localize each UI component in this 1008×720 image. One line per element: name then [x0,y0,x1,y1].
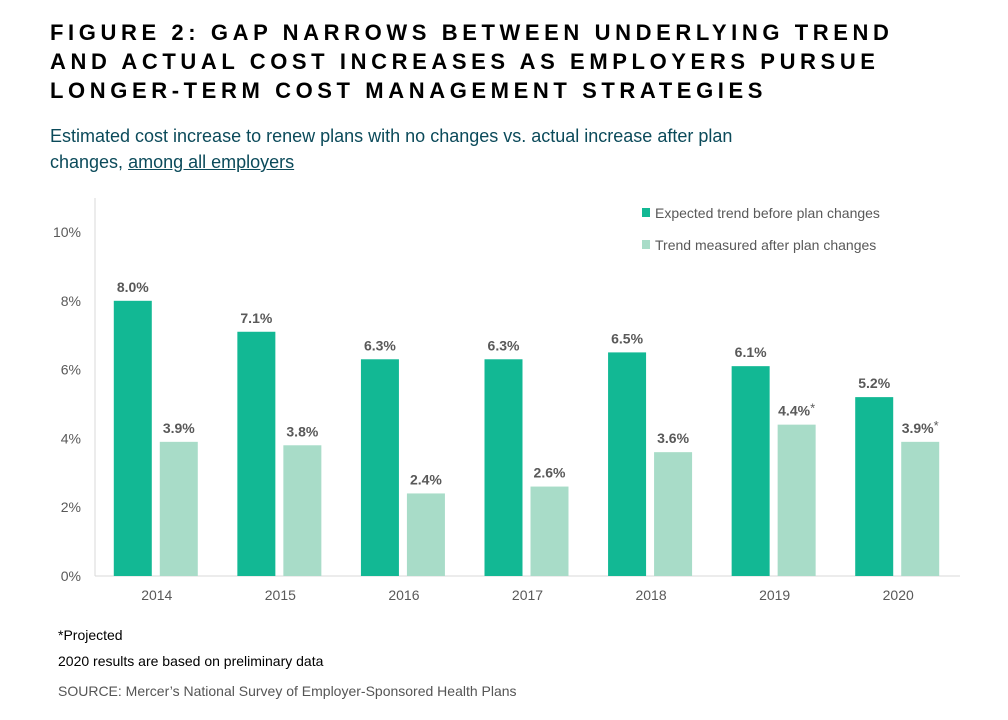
subtitle-line-2: changes, among all employers [50,149,950,175]
y-tick-label: 2% [61,499,81,515]
data-label: 3.9%* [902,418,939,436]
bar-expected [731,366,770,576]
projected-note: *Projected [58,627,123,643]
bar-measured [530,486,569,576]
x-tick-label: 2017 [512,587,543,603]
legend-swatch-measured [642,240,650,249]
legend-swatch-expected [642,208,650,217]
bar-measured [406,493,445,576]
x-tick-label: 2018 [635,587,666,603]
y-tick-label: 10% [53,224,81,240]
source-note: SOURCE: Mercer’s National Survey of Empl… [58,683,517,699]
data-label: 6.1% [735,344,767,360]
bar-measured [283,445,322,576]
data-label: 6.3% [364,337,396,353]
x-tick-label: 2020 [883,587,914,603]
title-line-1: FIGURE 2: GAP NARROWS BETWEEN UNDERLYING… [50,20,894,45]
data-label: 3.9% [163,420,195,436]
subtitle-line-1: Estimated cost increase to renew plans w… [50,126,733,146]
data-label: 5.2% [858,375,890,391]
x-tick-label: 2019 [759,587,790,603]
bar-expected [484,359,523,576]
data-label: 7.1% [240,310,272,326]
legend-label-measured: Trend measured after plan changes [655,237,876,253]
subtitle-prefix: changes, [50,152,129,172]
x-tick-label: 2016 [388,587,419,603]
data-label: 2.6% [534,465,566,481]
bar-measured [777,424,816,576]
bar-expected [608,352,647,576]
x-tick-label: 2014 [141,587,172,603]
data-label: 3.6% [657,430,689,446]
data-label: 2.4% [410,471,442,487]
bar-expected [360,359,399,576]
data-label: 3.8% [286,423,318,439]
title-line-3: LONGER-TERM COST MANAGEMENT STRATEGIES [50,78,768,103]
bar-expected [855,397,894,576]
data-label: 8.0% [117,279,149,295]
y-tick-label: 8% [61,293,81,309]
chart-subtitle: Estimated cost increase to renew plans w… [50,123,950,175]
bar-measured [159,441,198,576]
data-label: 6.5% [611,330,643,346]
y-tick-label: 4% [61,430,81,446]
y-tick-label: 0% [61,568,81,584]
bar-measured [901,441,940,576]
subtitle-underlined: among all employers [128,152,295,172]
chart-title: FIGURE 2: GAP NARROWS BETWEEN UNDERLYING… [50,18,990,105]
bar-expected [237,331,276,576]
data-label: 4.4%* [778,401,815,419]
x-tick-label: 2015 [265,587,296,603]
data-label: 6.3% [488,337,520,353]
preliminary-note: 2020 results are based on preliminary da… [58,653,324,669]
projected-asterisk: * [934,418,939,433]
bar-expected [113,300,152,576]
bar-chart: 0% 2% 4% 6% 8% 10% 8.0% 3.9% 2014 7.1% 3.8% 2015 6.3… [53,198,960,603]
title-line-2: AND ACTUAL COST INCREASES AS EMPLOYERS P… [50,49,880,74]
bar-measured [654,452,693,576]
y-tick-label: 6% [61,362,81,378]
projected-asterisk: * [810,401,815,416]
legend-label-expected: Expected trend before plan changes [655,205,880,221]
